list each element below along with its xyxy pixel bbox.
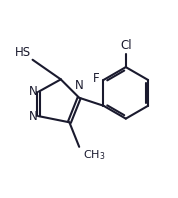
Text: N: N bbox=[29, 85, 38, 98]
Text: HS: HS bbox=[15, 46, 31, 59]
Text: F: F bbox=[92, 72, 99, 85]
Text: N: N bbox=[75, 79, 83, 92]
Text: CH$_3$: CH$_3$ bbox=[83, 148, 105, 162]
Text: Cl: Cl bbox=[120, 39, 132, 52]
Text: N: N bbox=[29, 110, 38, 123]
